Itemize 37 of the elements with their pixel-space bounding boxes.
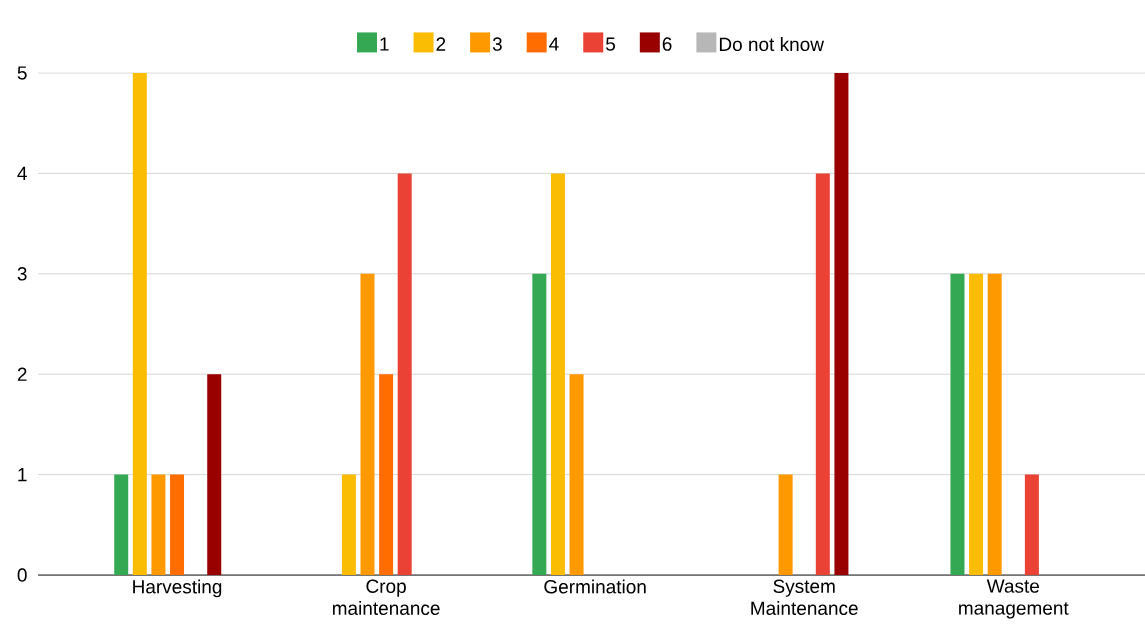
y-tick-label: 0	[17, 568, 27, 582]
y-tick-label: 4	[17, 166, 27, 180]
bar	[778, 474, 793, 575]
bar	[397, 173, 412, 575]
legend-label: 6	[662, 37, 672, 51]
legend-label: Do not know	[719, 37, 825, 52]
bar	[341, 474, 356, 575]
y-tick-label: 2	[17, 367, 27, 381]
legend-label: 4	[549, 37, 559, 51]
bar	[987, 273, 1002, 575]
y-tick-label: 1	[18, 468, 27, 482]
bar	[379, 374, 394, 575]
bar	[151, 474, 166, 575]
x-tick-label: Crop maintenance	[332, 579, 440, 615]
legend-label: 2	[436, 37, 446, 51]
legend-label: 3	[492, 37, 502, 51]
bar	[207, 374, 222, 575]
y-tick-label: 3	[17, 267, 27, 281]
bar	[132, 73, 147, 575]
x-tick-label: Harvesting	[133, 579, 222, 598]
legend-label: 5	[606, 37, 616, 51]
bar	[360, 273, 375, 575]
bar	[170, 474, 185, 575]
bar	[834, 73, 849, 575]
bar	[532, 273, 547, 575]
y-tick-label: 5	[17, 66, 27, 80]
bar	[1024, 474, 1039, 575]
bar	[569, 374, 584, 575]
bar	[815, 173, 830, 575]
x-tick-label: Germination	[544, 579, 646, 594]
bar	[114, 474, 129, 575]
bar	[950, 273, 965, 575]
bar	[550, 173, 565, 575]
bar	[969, 273, 984, 575]
x-tick-label: System Maintenance	[751, 579, 858, 615]
legend-label: 1	[380, 37, 389, 51]
x-tick-label: Waste management	[959, 579, 1069, 619]
